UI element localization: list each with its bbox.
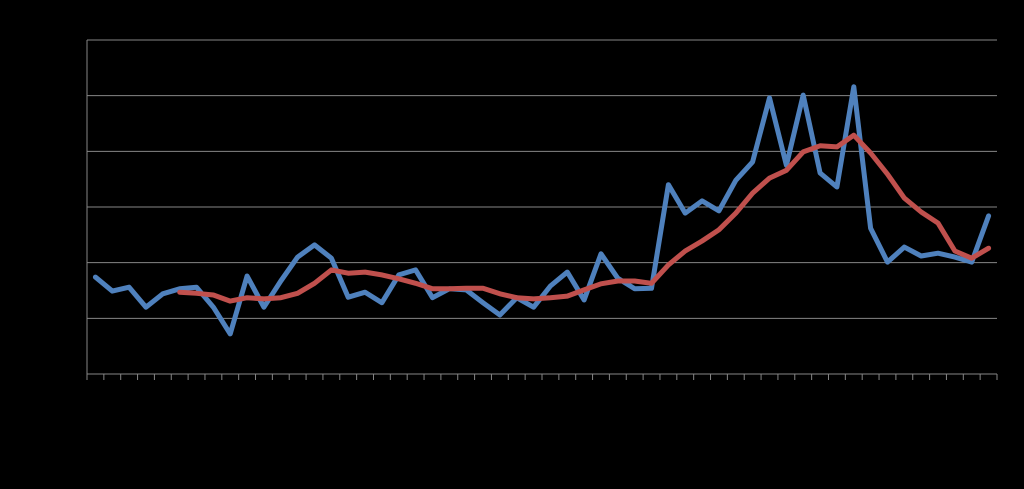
series-line xyxy=(177,132,992,304)
